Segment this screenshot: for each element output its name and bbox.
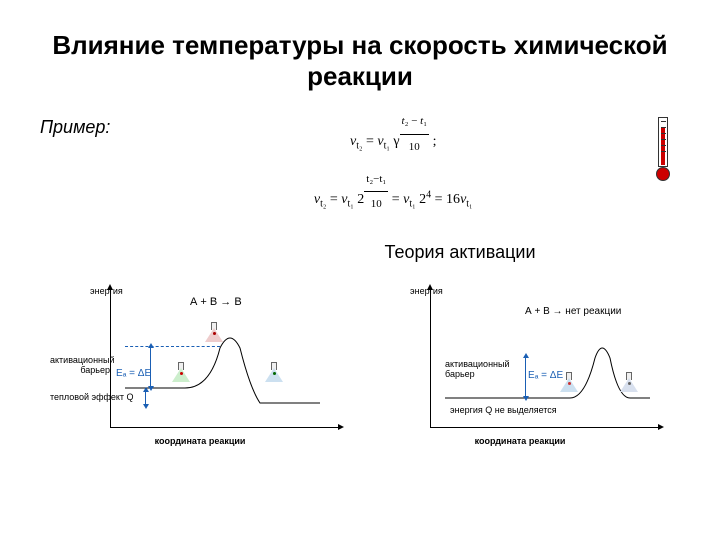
energy-label: энергия Q не выделяется bbox=[450, 406, 557, 416]
barrier-label: активационный барьер bbox=[445, 360, 515, 380]
heat-arrow bbox=[145, 390, 146, 406]
diagram-right: энергия координата реакции А + В → нет р… bbox=[370, 278, 670, 458]
barrier-arrow bbox=[525, 356, 526, 398]
diagram-left: энергия координата реакции А + В → В акт… bbox=[50, 278, 350, 458]
activation-title: Теория активации bbox=[240, 242, 680, 263]
barrier-arrow bbox=[150, 346, 151, 388]
example-row: Пример: vt₂ = vt₁ γt₂ − t₁10 ; vt₂ = vt₁… bbox=[40, 117, 680, 232]
energy-curve bbox=[370, 278, 670, 458]
heat-label: тепловой эффект Q bbox=[50, 393, 140, 403]
flask-mid-icon bbox=[172, 362, 190, 382]
flask-mid-icon bbox=[560, 372, 578, 392]
flask-right-icon bbox=[265, 362, 283, 382]
formula-2: vt₂ = vt₁ 2t₂−t₁10 = vt₁ 24 = 16vt₁ bbox=[130, 175, 656, 224]
diagrams-row: энергия координата реакции А + В → В акт… bbox=[40, 278, 680, 458]
dash-line-1 bbox=[125, 346, 220, 347]
barrier-formula: Eₐ = ΔE bbox=[528, 370, 563, 381]
barrier-formula: Eₐ = ΔE bbox=[116, 368, 151, 379]
flask-right-icon bbox=[620, 372, 638, 392]
example-label: Пример: bbox=[40, 117, 110, 138]
thermometer-icon bbox=[656, 117, 670, 177]
formula-1: vt₂ = vt₁ γt₂ − t₁10 ; bbox=[130, 117, 656, 166]
slide: Влияние температуры на скорость химическ… bbox=[0, 0, 720, 540]
formula-block: vt₂ = vt₁ γt₂ − t₁10 ; vt₂ = vt₁ 2t₂−t₁1… bbox=[130, 117, 656, 232]
barrier-label: активационный барьер bbox=[50, 356, 110, 376]
slide-title: Влияние температуры на скорость химическ… bbox=[40, 30, 680, 92]
flask-top-icon bbox=[205, 322, 223, 342]
